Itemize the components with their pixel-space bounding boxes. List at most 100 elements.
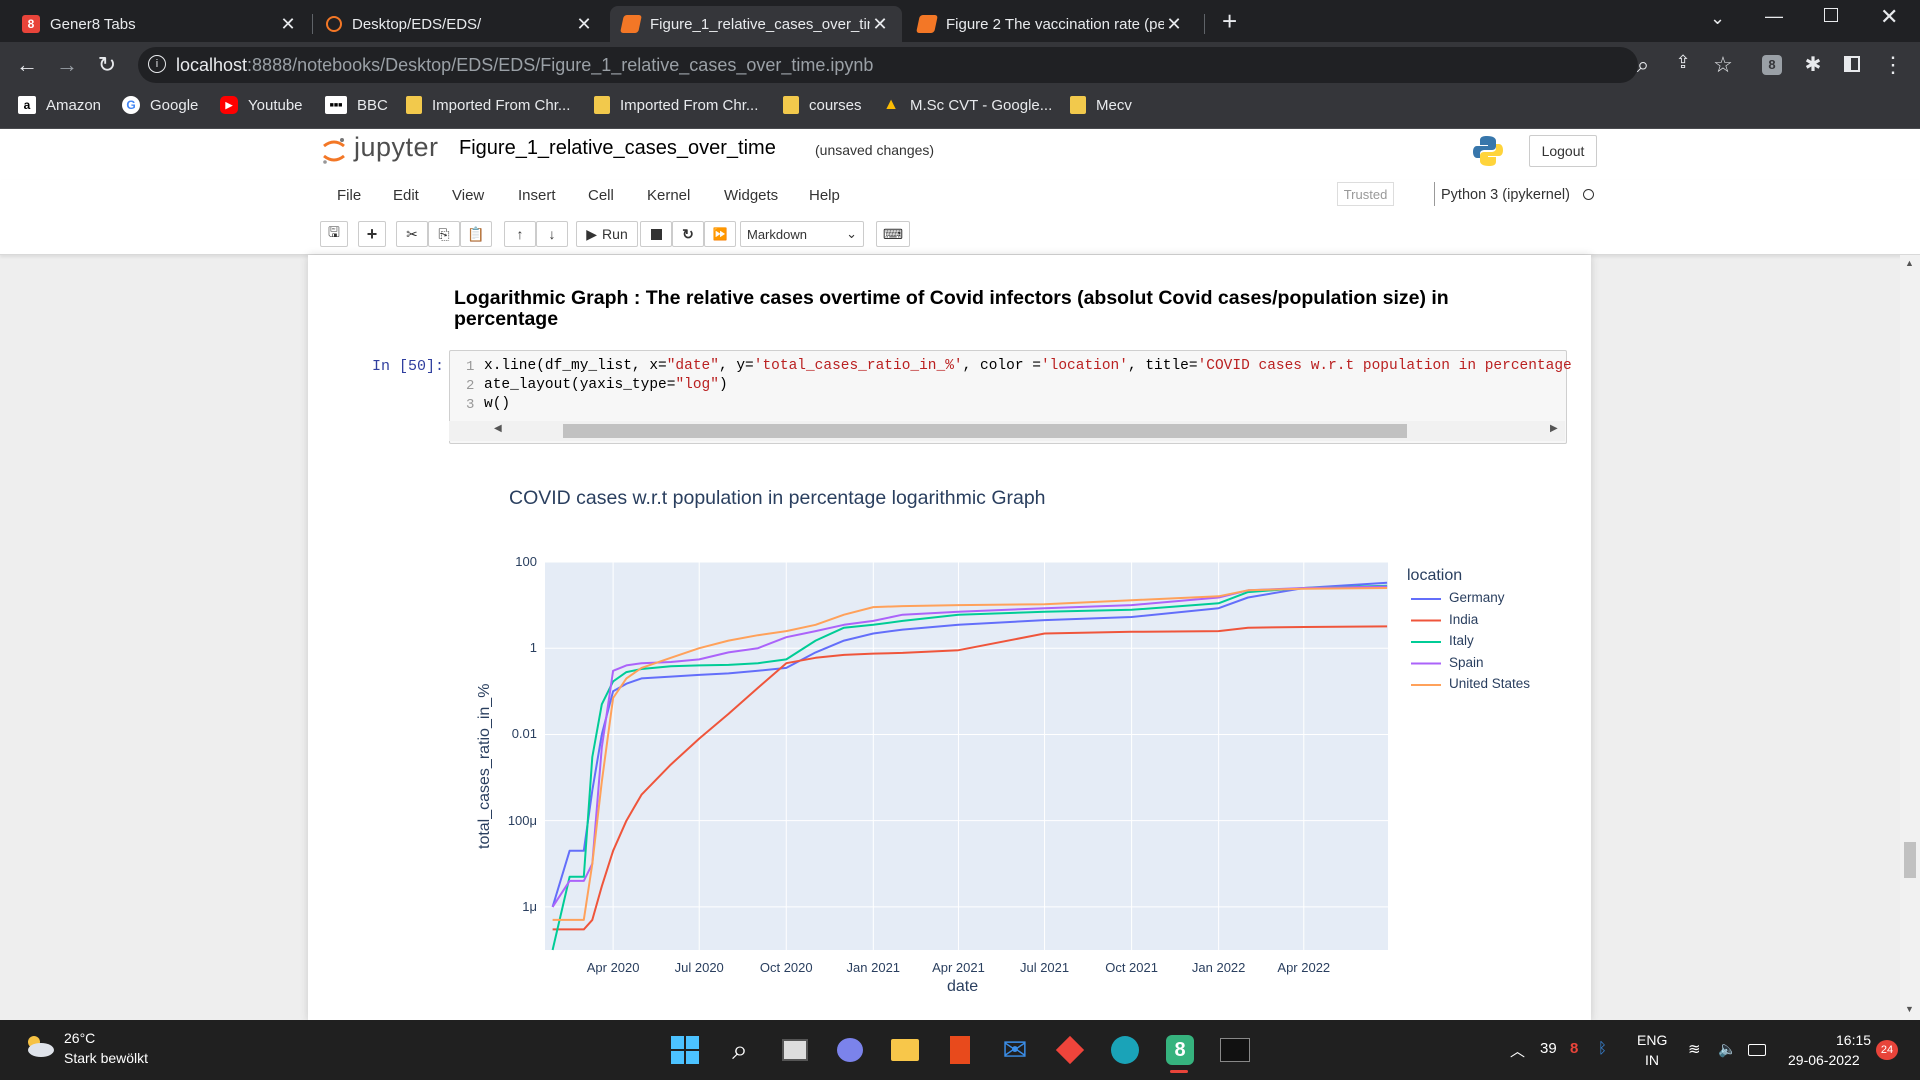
series-line-united-states[interactable] — [552, 587, 1388, 921]
restart-run-all-button[interactable]: ⏩ — [704, 221, 736, 247]
bookmark-star-icon[interactable]: ☆ — [1713, 52, 1733, 77]
scrollbar-thumb[interactable] — [1904, 842, 1916, 878]
new-tab-icon[interactable]: + — [1222, 6, 1238, 36]
search-icon[interactable]: ⌕ — [732, 1033, 748, 1065]
extensions-icon[interactable]: ✱ — [1804, 54, 1822, 76]
scroll-left-icon[interactable]: ◀ — [494, 423, 502, 434]
series-line-italy[interactable] — [551, 584, 1388, 951]
anydesk-icon[interactable] — [1053, 1033, 1087, 1067]
language-indicator[interactable]: ENG — [1637, 1032, 1668, 1048]
legend-item-label[interactable]: Italy — [1449, 633, 1474, 648]
menu-insert[interactable]: Insert — [518, 187, 556, 204]
volume-icon[interactable]: 🔈 — [1718, 1041, 1737, 1058]
gener8-tray-icon[interactable]: 8 — [1570, 1040, 1579, 1057]
menu-view[interactable]: View — [452, 187, 485, 204]
legend-item-label[interactable]: Spain — [1449, 654, 1484, 670]
site-info-icon[interactable]: i — [148, 55, 166, 73]
scroll-up-icon[interactable]: ▲ — [1905, 258, 1914, 268]
tab-figure1-active[interactable]: Figure_1_relative_cases_over_time ✕ — [610, 6, 902, 42]
bookmark-google[interactable]: G Google — [122, 96, 198, 114]
zoom-icon[interactable]: ⌕ — [1636, 52, 1650, 77]
bookmark-folder-mecv[interactable]: Mecv — [1070, 96, 1132, 114]
bookmark-msc-cvt[interactable]: ▲ M.Sc CVT - Google... — [882, 96, 1052, 114]
interrupt-button[interactable] — [640, 221, 672, 247]
gener8-extension-icon[interactable]: 8 — [1762, 55, 1782, 75]
wifi-icon[interactable]: ≋ — [1688, 1041, 1701, 1058]
tray-counter[interactable]: 39 — [1540, 1040, 1557, 1057]
task-view-icon[interactable] — [778, 1033, 812, 1067]
back-icon[interactable]: ← — [16, 52, 38, 77]
scroll-right-icon[interactable]: ▶ — [1550, 423, 1558, 434]
tab-desktop-eds[interactable]: Desktop/EDS/EDS/ ✕ — [314, 6, 606, 42]
menu-kernel[interactable]: Kernel — [647, 187, 691, 204]
bookmark-youtube[interactable]: ▶ Youtube — [220, 96, 303, 114]
bookmark-bbc[interactable]: ■■■ BBC — [325, 96, 388, 114]
menu-help[interactable]: Help — [809, 187, 840, 204]
windows-start-icon[interactable] — [668, 1033, 702, 1067]
weather-temp[interactable]: 26°C — [64, 1030, 96, 1046]
code-line-1[interactable]: x.line(df_my_list, x="date", y='total_ca… — [484, 358, 1572, 374]
menu-dots-icon[interactable]: ⋮ — [1882, 52, 1904, 77]
legend-item-label[interactable]: Germany — [1449, 590, 1505, 605]
jupyter-logo-text[interactable]: jupyter — [354, 132, 439, 162]
share-icon[interactable]: ⇪ — [1675, 52, 1691, 72]
notification-badge[interactable]: 24 — [1876, 1040, 1898, 1060]
teams-chat-icon[interactable] — [833, 1033, 867, 1067]
plot-area[interactable] — [545, 562, 1388, 950]
restart-button[interactable]: ↻ — [672, 221, 704, 247]
close-icon[interactable]: ✕ — [280, 13, 296, 34]
edge-icon[interactable] — [1108, 1033, 1142, 1067]
menu-file[interactable]: File — [337, 187, 362, 204]
kernel-name[interactable]: Python 3 (ipykernel) — [1441, 187, 1570, 203]
close-icon[interactable]: ✕ — [872, 13, 888, 34]
window-close-icon[interactable]: ✕ — [1880, 4, 1899, 29]
save-button[interactable]: 🖫 — [320, 221, 348, 247]
address-bar[interactable] — [138, 47, 1638, 83]
code-line-2[interactable]: ate_layout(yaxis_type="log") — [484, 377, 728, 393]
cell-type-select[interactable]: Markdown ⌄ — [740, 221, 864, 247]
gener8-taskbar-icon[interactable]: 8 — [1163, 1033, 1197, 1067]
cut-button[interactable]: ✂ — [396, 221, 428, 247]
code-line-3[interactable]: w() — [484, 396, 510, 412]
menu-edit[interactable]: Edit — [393, 187, 419, 204]
paste-button[interactable]: 📋 — [460, 221, 492, 247]
terminal-icon[interactable] — [1218, 1033, 1252, 1067]
bluetooth-icon[interactable]: ᛒ — [1598, 1040, 1608, 1057]
command-palette-button[interactable]: ⌨ — [876, 221, 910, 247]
cloudy-weather-icon[interactable] — [22, 1034, 56, 1057]
url-text[interactable]: localhost:8888/notebooks/Desktop/EDS/EDS… — [176, 55, 873, 76]
side-panel-icon[interactable] — [1844, 56, 1860, 72]
jupyter-logo-icon[interactable] — [322, 136, 345, 164]
series-line-spain[interactable] — [551, 585, 1388, 908]
bookmark-amazon[interactable]: a Amazon — [18, 96, 101, 114]
file-explorer-icon[interactable] — [888, 1033, 922, 1067]
region-indicator[interactable]: IN — [1645, 1052, 1659, 1068]
page-vertical-scrollbar[interactable] — [1900, 255, 1920, 1021]
move-down-button[interactable]: ↓ — [536, 221, 568, 247]
notebook-title[interactable]: Figure_1_relative_cases_over_time — [459, 137, 776, 159]
clock-time[interactable]: 16:15 — [1836, 1032, 1872, 1048]
series-line-germany[interactable] — [551, 581, 1388, 908]
clock-date[interactable]: 29-06-2022 — [1788, 1052, 1860, 1068]
restore-icon[interactable] — [1824, 8, 1838, 22]
tab-figure2[interactable]: Figure 2 The vaccination rate (pe ✕ — [906, 6, 1196, 42]
menu-widgets[interactable]: Widgets — [724, 187, 779, 204]
bookmark-folder-courses[interactable]: courses — [783, 96, 862, 114]
mail-icon[interactable]: ✉ — [1002, 1033, 1028, 1067]
show-hidden-icons-icon[interactable]: ︿ — [1510, 1043, 1526, 1060]
run-button[interactable]: ▶ Run — [576, 221, 638, 247]
scrollbar-thumb[interactable] — [563, 424, 1407, 438]
move-up-button[interactable]: ↑ — [504, 221, 536, 247]
scroll-down-icon[interactable]: ▼ — [1905, 1004, 1914, 1014]
legend-item-label[interactable]: United States — [1449, 676, 1531, 691]
insert-cell-button[interactable]: + — [358, 221, 386, 247]
bookmark-folder-imported-1[interactable]: Imported From Chr... — [406, 96, 570, 114]
close-icon[interactable]: ✕ — [1166, 13, 1182, 34]
tab-search-icon[interactable]: ⌄ — [1710, 8, 1726, 28]
copy-button[interactable]: ⎘ — [428, 221, 460, 247]
bookmark-folder-imported-2[interactable]: Imported From Chr... — [594, 96, 758, 114]
close-icon[interactable]: ✕ — [576, 13, 592, 34]
legend-item-label[interactable]: India — [1449, 611, 1479, 627]
trusted-indicator[interactable]: Trusted — [1337, 182, 1394, 206]
office-icon[interactable] — [943, 1033, 977, 1067]
